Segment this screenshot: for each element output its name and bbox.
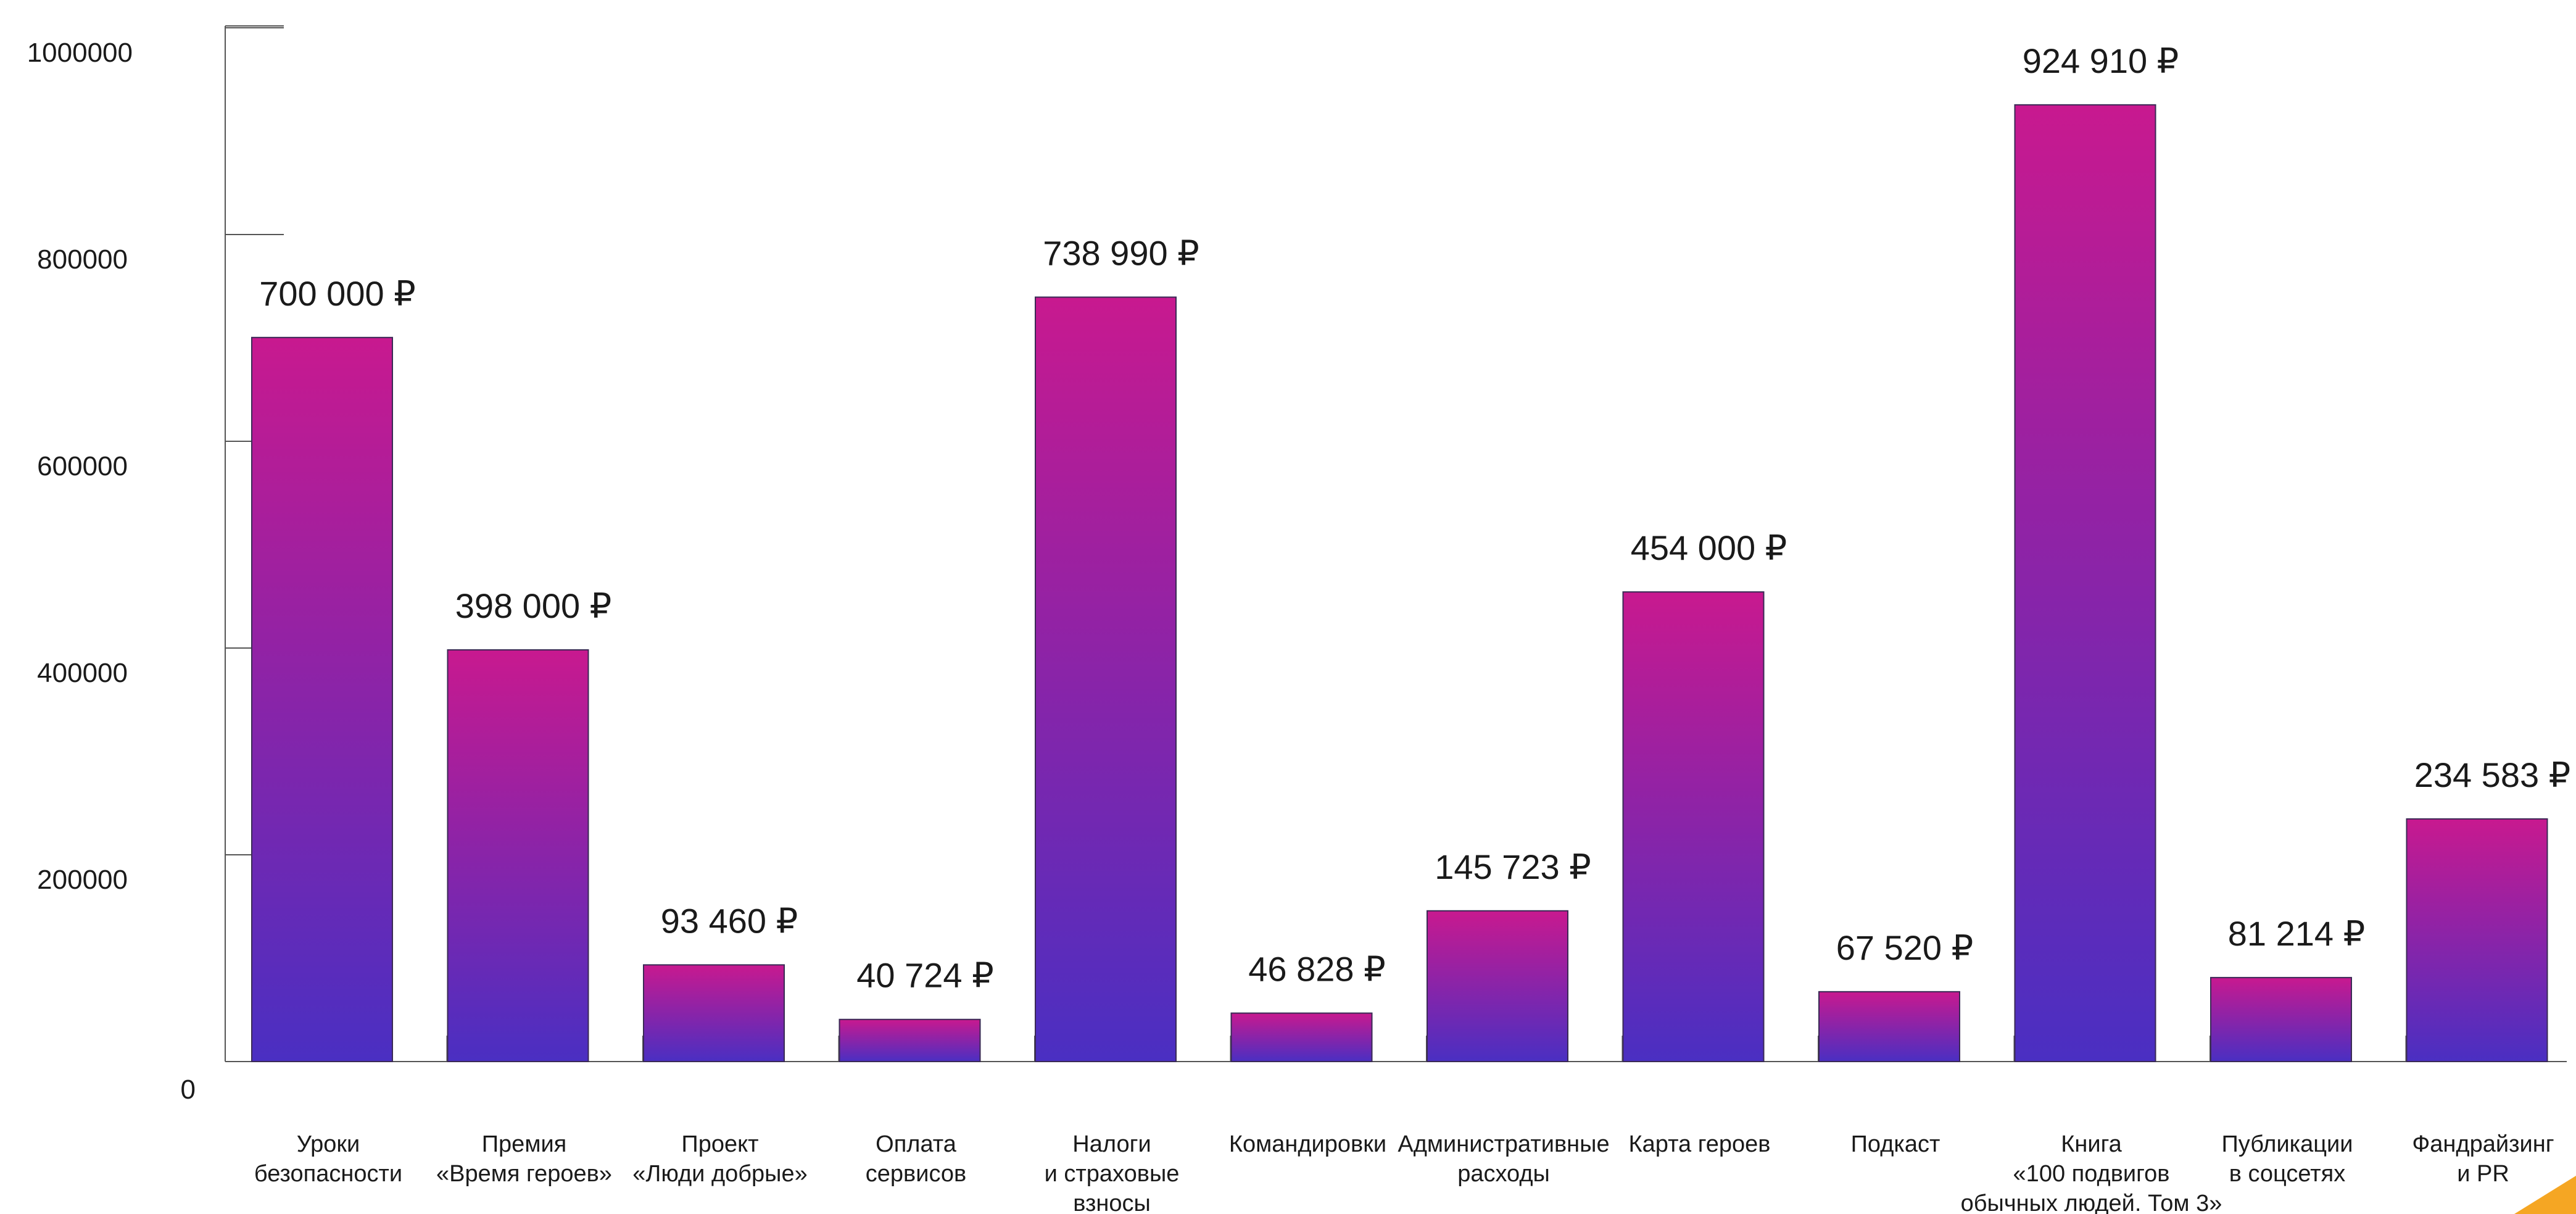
- data-label: 93 460 ₽: [661, 901, 798, 940]
- y-tick-label: 400000: [37, 658, 128, 688]
- x-tick-label: Публикации в соцсетях: [2221, 1131, 2353, 1187]
- y-tick-label: 800000: [37, 244, 128, 275]
- x-tick-label-line: в соцсетях: [2229, 1161, 2346, 1187]
- bar: [839, 1018, 981, 1063]
- x-tick-label-line: Публикации: [2221, 1131, 2353, 1157]
- bar: [2210, 976, 2352, 1063]
- data-label: 67 520 ₽: [1836, 928, 1973, 967]
- x-tick-label-line: Карта героев: [1629, 1131, 1771, 1157]
- bar: [1230, 1012, 1373, 1062]
- x-tick-label-line: «Время героев»: [436, 1161, 612, 1187]
- y-tick-label: 200000: [37, 865, 128, 895]
- x-tick-label-line: обычных людей. Том 3»: [1961, 1191, 2222, 1214]
- data-label: 46 828 ₽: [1248, 950, 1385, 989]
- bar: [1035, 296, 1177, 1062]
- data-label: 398 000 ₽: [455, 586, 612, 625]
- x-tick-label: Налоги и страховые взносы: [1045, 1131, 1180, 1214]
- data-label: 234 583 ₽: [2414, 755, 2571, 794]
- x-tick-label-line: Премия: [482, 1131, 567, 1157]
- x-tick-label-line: Фандрайзинг: [2412, 1131, 2554, 1157]
- x-tick-label: Фандрайзинг и PR: [2412, 1131, 2554, 1187]
- data-label: 700 000 ₽: [259, 274, 416, 313]
- x-tick-label: Карта героев: [1629, 1131, 1771, 1157]
- data-label: 40 724 ₽: [856, 956, 993, 995]
- bar: [251, 336, 393, 1062]
- x-tick-label-line: Проект: [681, 1131, 758, 1157]
- x-tick-label: Оплата сервисов: [866, 1131, 966, 1187]
- category-labels: Уроки безопасности Премия «Время героев» Про…: [254, 1131, 2554, 1214]
- value-labels: 700 000 ₽ 398 000 ₽ 93 460 ₽ 40 724 ₽ 738 99…: [259, 41, 2570, 995]
- x-tick-label: Книга «100 подвигов обычных людей. Том 3»: [1961, 1131, 2222, 1214]
- x-tick-label-line: Оплата: [876, 1131, 957, 1157]
- bar: [2406, 818, 2548, 1062]
- x-tick-label-line: и страховые: [1045, 1161, 1180, 1187]
- bar: [2014, 104, 2156, 1063]
- x-tick-label: Подкаст: [1851, 1131, 1940, 1157]
- y-tick-label: 1000000: [27, 38, 133, 68]
- y-tick-label: 0: [181, 1075, 196, 1105]
- x-tick-label-line: Командировки: [1229, 1131, 1386, 1157]
- data-label: 145 723 ₽: [1435, 847, 1591, 886]
- bar: [447, 649, 589, 1062]
- x-tick-label: Проект «Люди добрые»: [632, 1131, 807, 1187]
- bar: [1818, 991, 1960, 1062]
- x-tick-label-line: Налоги: [1072, 1131, 1151, 1157]
- data-label: 924 910 ₽: [2023, 41, 2179, 80]
- x-tick-label-line: «100 подвигов: [2013, 1161, 2170, 1187]
- x-tick-label-line: сервисов: [866, 1161, 966, 1187]
- x-tick-label: Премия «Время героев»: [436, 1131, 612, 1187]
- x-tick-label: Командировки: [1229, 1131, 1386, 1157]
- x-tick-label-line: Книга: [2061, 1131, 2122, 1157]
- x-tick-label-line: «Люди добрые»: [632, 1161, 807, 1187]
- bars: [251, 104, 2548, 1063]
- bar: [643, 964, 785, 1063]
- x-tick-label-line: взносы: [1073, 1191, 1151, 1214]
- x-tick-label: Уроки безопасности: [254, 1131, 402, 1187]
- y-axis: 0 200000 400000 600000 800000 1000000: [27, 25, 284, 1105]
- x-tick-label-line: Уроки: [297, 1131, 360, 1157]
- x-tick-label-line: безопасности: [254, 1161, 402, 1187]
- x-tick-label: Административные расходы: [1398, 1131, 1609, 1187]
- bar: [1622, 591, 1765, 1062]
- y-tick-label: 600000: [37, 451, 128, 481]
- x-tick-label-line: и PR: [2457, 1161, 2509, 1187]
- bar: [1427, 910, 1568, 1063]
- data-label: 81 214 ₽: [2228, 914, 2365, 953]
- x-tick-label-line: расходы: [1457, 1161, 1550, 1187]
- x-tick-label-line: Подкаст: [1851, 1131, 1940, 1157]
- data-label: 454 000 ₽: [1631, 528, 1787, 567]
- x-tick-label-line: Административные: [1398, 1131, 1609, 1157]
- data-label: 738 990 ₽: [1043, 233, 1199, 272]
- corner-accent: [2514, 1176, 2576, 1214]
